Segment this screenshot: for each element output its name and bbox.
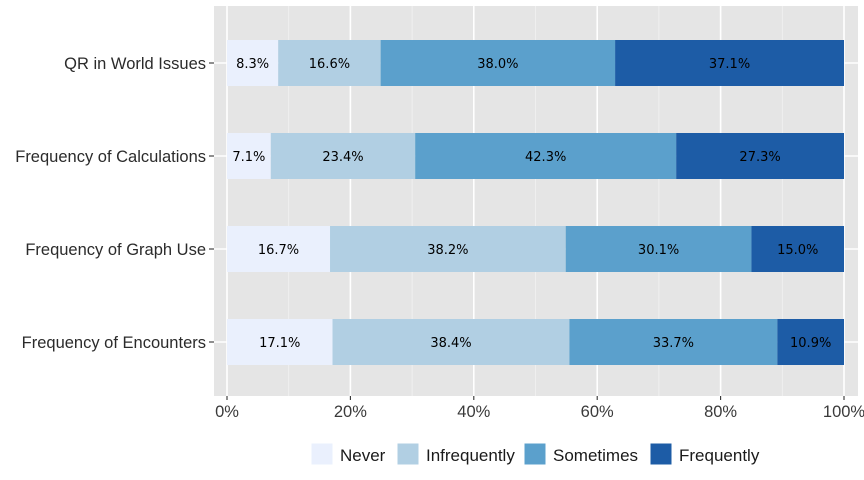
bar-segment-never: [227, 319, 333, 365]
bar-segment-sometimes: [380, 40, 616, 86]
x-axis-tick-labels: 0% 20% 40% 60% 80% 100%: [215, 396, 864, 421]
x-tick-label: 80%: [704, 403, 737, 421]
bar-segment-sometimes: [569, 319, 778, 365]
data-label: 42.3%: [525, 150, 566, 165]
x-tick-label: 60%: [581, 403, 614, 421]
category-label: Frequency of Encounters: [22, 334, 206, 352]
category-label: Frequency of Calculations: [15, 148, 206, 166]
data-label: 15.0%: [777, 243, 818, 258]
data-label: 27.3%: [739, 150, 780, 165]
data-label: 17.1%: [259, 336, 300, 351]
category-label: Frequency of Graph Use: [25, 241, 206, 259]
bar-segment-frequently: [676, 133, 844, 179]
y-axis-category-labels: QR in World Issues Frequency of Calculati…: [15, 55, 214, 352]
data-label: 10.9%: [790, 336, 831, 351]
bar-segment-infrequently: [332, 319, 570, 365]
bar-segment-never: [227, 40, 279, 86]
data-label: 7.1%: [232, 150, 265, 165]
bar-segment-sometimes: [565, 226, 752, 272]
legend-label: Never: [340, 446, 386, 465]
bar-segment-frequently: [777, 319, 844, 365]
x-tick-label: 100%: [823, 403, 864, 421]
legend: Never Infrequently Sometimes Frequently: [310, 442, 760, 466]
legend-key-infrequently: [396, 442, 420, 466]
x-tick-label: 0%: [215, 403, 239, 421]
legend-key-sometimes: [523, 442, 547, 466]
legend-label: Frequently: [679, 446, 760, 465]
bar-segment-frequently: [615, 40, 844, 86]
legend-key-never: [310, 442, 334, 466]
x-tick-label: 20%: [334, 403, 367, 421]
bars: [227, 40, 844, 365]
bar-segment-never: [227, 226, 331, 272]
bar-segment-never: [227, 133, 271, 179]
bar-segment-infrequently: [270, 133, 416, 179]
data-label: 30.1%: [638, 243, 679, 258]
data-label: 8.3%: [236, 57, 269, 72]
bar-segment-infrequently: [278, 40, 381, 86]
bar-segment-infrequently: [330, 226, 566, 272]
data-label: 16.6%: [309, 57, 350, 72]
data-label: 16.7%: [258, 243, 299, 258]
data-label: 38.0%: [477, 57, 518, 72]
x-tick-label: 40%: [457, 403, 490, 421]
data-label: 23.4%: [322, 150, 363, 165]
data-label: 37.1%: [709, 57, 750, 72]
legend-key-frequently: [649, 442, 673, 466]
category-label: QR in World Issues: [64, 55, 206, 73]
legend-label: Sometimes: [553, 446, 638, 465]
data-label: 33.7%: [653, 336, 694, 351]
data-label: 38.2%: [427, 243, 468, 258]
data-label: 38.4%: [430, 336, 471, 351]
bar-segment-frequently: [751, 226, 844, 272]
bar-segment-sometimes: [415, 133, 677, 179]
data-labels: 8.3% 16.6% 38.0% 37.1% 7.1% 23.4% 42.3% 27.3% 16…: [232, 57, 831, 351]
legend-label: Infrequently: [426, 446, 515, 465]
